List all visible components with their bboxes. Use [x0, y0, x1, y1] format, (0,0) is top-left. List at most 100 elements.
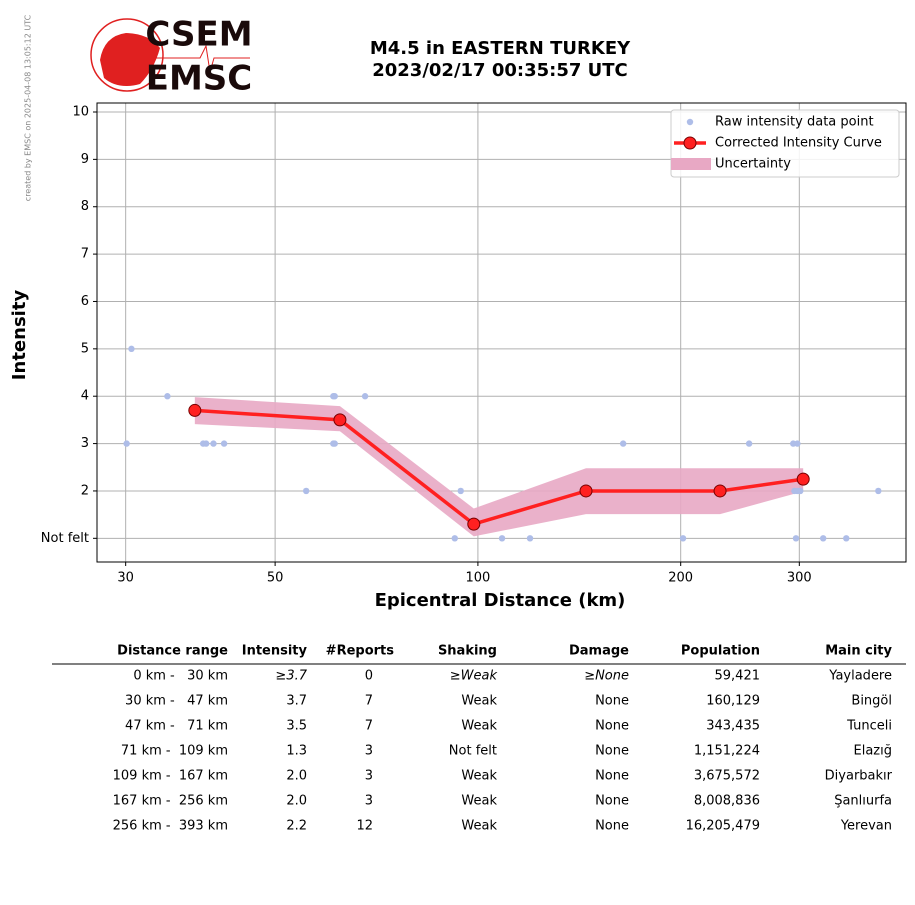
raw-point [331, 393, 338, 400]
table-cell: 3 [365, 744, 373, 759]
table-header: Damage [569, 644, 629, 659]
curve-point [713, 484, 727, 498]
y-tick-label: 9 [81, 152, 89, 167]
table-cell: ≥3.7 [275, 669, 307, 684]
table-cell: 343,435 [706, 719, 760, 734]
table-cell: Weak [461, 769, 497, 784]
raw-point [220, 440, 228, 447]
table-cell: Not felt [449, 744, 497, 759]
table-cell: 1.3 [286, 744, 307, 759]
table-cell: 2.0 [286, 769, 307, 784]
curve-point [796, 472, 810, 486]
table-cell: 71 km - 109 km [121, 744, 228, 759]
table-cell: 7 [365, 719, 373, 734]
table-cell: ≥Weak [450, 669, 498, 684]
table-cell: None [595, 694, 629, 709]
raw-point [451, 535, 458, 542]
y-tick-label: 10 [72, 105, 89, 120]
table-cell: 167 km - 256 km [113, 794, 228, 809]
legend-label: Corrected Intensity Curve [715, 136, 882, 151]
table-cell: Weak [461, 819, 497, 834]
table-cell: 3 [365, 769, 373, 784]
plot-frame [96, 102, 907, 563]
x-tick-label: 50 [267, 571, 284, 586]
table-cell: None [595, 819, 629, 834]
raw-point [128, 345, 135, 353]
table-cell: None [595, 794, 629, 809]
y-tick-label: 2 [81, 483, 89, 498]
table-cell: 2.2 [286, 819, 307, 834]
x-tick-label: 300 [787, 571, 812, 586]
raw-point [302, 487, 310, 495]
table-cell: 256 km - 393 km [113, 819, 228, 834]
logo-seismogram [150, 44, 250, 73]
table-cell: 3 [365, 794, 373, 809]
legend-label: Raw intensity data point [715, 115, 874, 130]
table-cell: 7 [365, 694, 373, 709]
curve-point [333, 413, 347, 427]
table-cell: Yayladere [828, 669, 892, 684]
raw-point [123, 440, 130, 447]
table-cell: 3,675,572 [694, 769, 760, 784]
legend-swatch [686, 118, 694, 126]
raw-point [331, 440, 338, 447]
y-tick-label: Not felt [41, 531, 89, 546]
table-cell: 12 [356, 819, 373, 834]
raw-point [210, 440, 217, 447]
raw-point [794, 440, 801, 447]
table-cell: Diyarbakır [825, 769, 893, 784]
table-cell: 8,008,836 [694, 794, 760, 809]
legend-swatch [683, 136, 697, 150]
uncertainty-band [194, 397, 804, 537]
table-header: Main city [825, 644, 892, 659]
table-cell: 0 [365, 669, 373, 684]
table-cell: Yerevan [840, 819, 892, 834]
table-cell: Bingöl [851, 694, 892, 709]
table-cell: Weak [461, 694, 497, 709]
legend-box [670, 109, 900, 178]
table-cell: 2.0 [286, 794, 307, 809]
table-cell: 47 km - 71 km [125, 719, 228, 734]
y-tick-label: 5 [81, 341, 89, 356]
table-cell: 16,205,479 [686, 819, 760, 834]
x-tick-label: 30 [117, 571, 134, 586]
x-tick-label: 100 [465, 571, 490, 586]
table-cell: None [595, 744, 629, 759]
table-header: Shaking [438, 644, 497, 659]
curve-point [188, 403, 202, 417]
logo-map [100, 33, 160, 86]
legend-swatch [671, 158, 711, 170]
table-cell: ≥None [584, 669, 629, 684]
table-cell: 3.5 [286, 719, 307, 734]
watermark: created by EMSC on 2025-04-08 13:05:12 U… [24, 14, 33, 201]
logo: CSEM EMSC [90, 15, 253, 99]
table-header: #Reports [326, 644, 395, 659]
y-axis-label: Intensity [9, 290, 30, 381]
table-header: Distance range [117, 644, 228, 659]
table-cell: None [595, 769, 629, 784]
raw-point [457, 487, 464, 495]
table-header: Intensity [242, 644, 308, 659]
chart-subtitle: 2023/02/17 00:35:57 UTC [372, 60, 628, 81]
table-cell: 0 km - 30 km [133, 669, 228, 684]
table-cell: Şanlıurfa [834, 794, 892, 809]
raw-point [526, 535, 534, 542]
table-cell: 30 km - 47 km [125, 694, 228, 709]
logo-top: CSEM [145, 15, 252, 55]
raw-point [745, 440, 753, 447]
raw-point [498, 535, 506, 542]
raw-point [679, 535, 687, 542]
raw-point [202, 440, 210, 447]
raw-point [164, 393, 171, 400]
y-tick-label: 4 [81, 389, 89, 404]
logo-bottom: EMSC [146, 59, 253, 99]
raw-point [792, 535, 800, 542]
table-cell: 3.7 [286, 694, 307, 709]
raw-point [843, 535, 850, 542]
x-axis-label: Epicentral Distance (km) [375, 590, 626, 611]
raw-point [819, 535, 827, 542]
curve-point [467, 517, 481, 531]
y-tick-label: 8 [81, 199, 89, 214]
table-cell: Weak [461, 719, 497, 734]
